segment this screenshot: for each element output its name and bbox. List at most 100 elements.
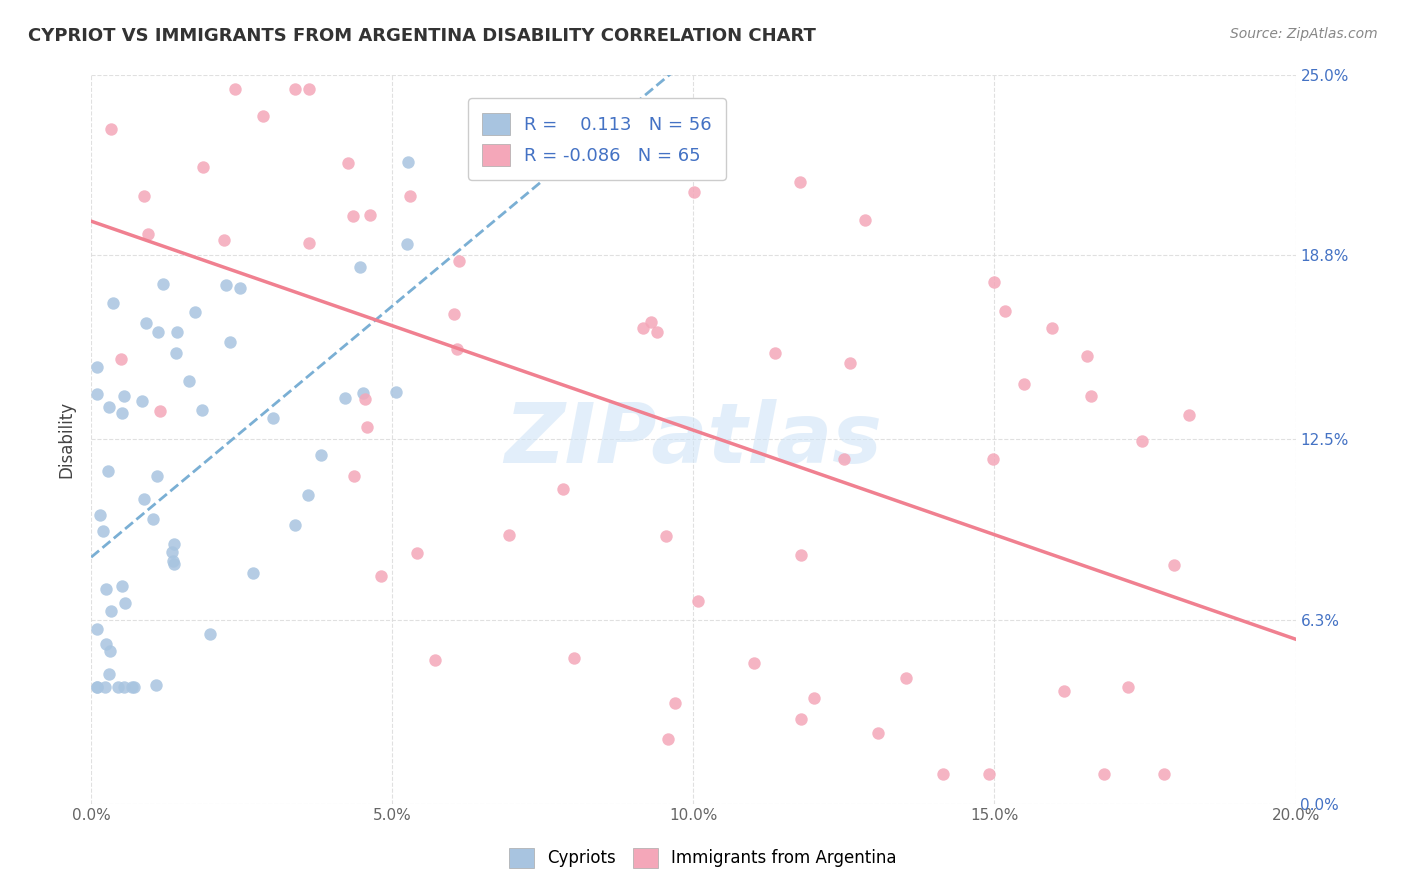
Point <box>1130 434 1153 448</box>
Point <box>446 342 468 356</box>
Point <box>98 643 121 657</box>
Point <box>89 508 111 523</box>
Point <box>682 186 704 200</box>
Point <box>744 657 766 671</box>
Point <box>224 82 246 96</box>
Point <box>86 680 108 694</box>
Point <box>298 82 321 96</box>
Point <box>229 281 252 295</box>
Point <box>1052 684 1074 698</box>
Point <box>977 767 1000 781</box>
Point <box>343 469 366 483</box>
Point <box>184 304 207 318</box>
Point <box>152 277 174 292</box>
Text: CYPRIOT VS IMMIGRANTS FROM ARGENTINA DISABILITY CORRELATION CHART: CYPRIOT VS IMMIGRANTS FROM ARGENTINA DIS… <box>28 27 815 45</box>
Point <box>1163 558 1185 572</box>
Point <box>1178 408 1201 422</box>
Point <box>219 334 242 349</box>
Point <box>492 106 515 120</box>
Point <box>149 403 172 417</box>
Point <box>498 528 520 542</box>
Point <box>142 512 165 526</box>
Point <box>96 582 118 596</box>
Point <box>657 731 679 746</box>
Point <box>931 767 953 781</box>
Point <box>100 604 122 618</box>
Point <box>132 491 155 506</box>
Y-axis label: Disability: Disability <box>58 401 75 477</box>
Point <box>162 553 184 567</box>
Point <box>352 385 374 400</box>
Point <box>97 464 120 478</box>
Point <box>146 469 169 483</box>
Point <box>145 678 167 692</box>
Point <box>297 488 319 502</box>
Point <box>449 253 471 268</box>
Point <box>112 680 135 694</box>
Point <box>98 400 121 414</box>
Point <box>359 208 381 222</box>
Point <box>1092 767 1115 781</box>
Point <box>983 275 1005 289</box>
Point <box>789 175 811 189</box>
Point <box>179 374 201 388</box>
Point <box>336 156 359 170</box>
Point <box>832 452 855 467</box>
Point <box>790 548 813 562</box>
Point <box>640 315 662 329</box>
Point <box>262 411 284 425</box>
Point <box>1076 349 1098 363</box>
Point <box>162 537 184 551</box>
Point <box>981 451 1004 466</box>
Point <box>1040 320 1063 334</box>
Point <box>853 212 876 227</box>
Point <box>894 671 917 685</box>
Point <box>790 712 813 726</box>
Point <box>111 578 134 592</box>
Point <box>166 326 188 340</box>
Point <box>242 566 264 580</box>
Point <box>91 524 114 538</box>
Point <box>191 160 214 174</box>
Point <box>838 355 860 369</box>
Point <box>1012 377 1035 392</box>
Point <box>562 650 585 665</box>
Point <box>803 691 825 706</box>
Point <box>100 122 122 136</box>
Point <box>464 103 486 117</box>
Point <box>395 236 418 251</box>
Point <box>122 680 145 694</box>
Point <box>311 448 333 462</box>
Point <box>160 545 183 559</box>
Point <box>198 626 221 640</box>
Point <box>298 235 321 250</box>
Point <box>349 260 371 275</box>
Legend: R =    0.113   N = 56, R = -0.086   N = 65: R = 0.113 N = 56, R = -0.086 N = 65 <box>468 98 725 180</box>
Point <box>136 227 159 241</box>
Point <box>114 596 136 610</box>
Point <box>132 189 155 203</box>
Point <box>370 569 392 583</box>
Point <box>631 320 654 334</box>
Point <box>866 726 889 740</box>
Point <box>384 384 406 399</box>
Point <box>399 189 422 203</box>
Point <box>333 391 356 405</box>
Legend: Cypriots, Immigrants from Argentina: Cypriots, Immigrants from Argentina <box>502 841 904 875</box>
Point <box>101 296 124 310</box>
Point <box>356 420 378 434</box>
Point <box>406 546 429 560</box>
Point <box>553 482 575 496</box>
Point <box>111 406 134 420</box>
Point <box>443 307 465 321</box>
Point <box>252 109 274 123</box>
Point <box>664 696 686 710</box>
Point <box>284 82 307 96</box>
Point <box>655 529 678 543</box>
Point <box>284 517 307 532</box>
Point <box>135 317 157 331</box>
Point <box>86 387 108 401</box>
Point <box>191 403 214 417</box>
Point <box>96 637 118 651</box>
Point <box>994 304 1017 318</box>
